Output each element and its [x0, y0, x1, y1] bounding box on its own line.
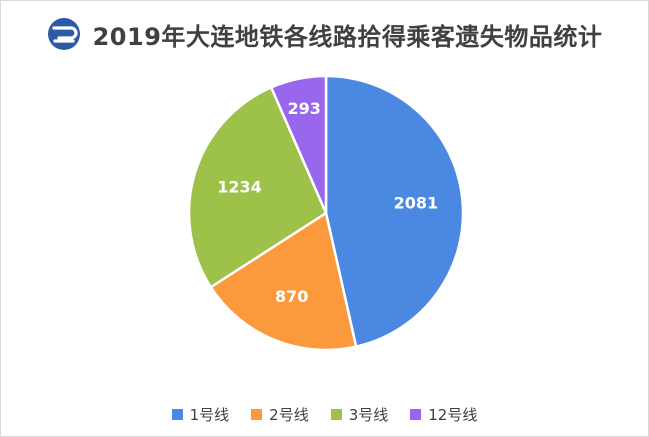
chart-header: 2019年大连地铁各线路拾得乘客遗失物品统计 — [0, 12, 649, 56]
pie-data-label-2: 870 — [275, 287, 308, 306]
pie-slice-4 — [270, 74, 328, 215]
legend-item-2: 2号线 — [251, 404, 309, 425]
legend-label: 12号线 — [428, 405, 478, 424]
pie-slice-1 — [324, 74, 465, 348]
dalian-metro-logo-icon — [47, 18, 80, 50]
pie-data-label-3: 1234 — [217, 177, 262, 196]
legend-item-4: 12号线 — [410, 404, 477, 425]
legend-swatch — [410, 408, 422, 420]
legend-swatch — [171, 408, 183, 420]
legend-swatch — [330, 408, 342, 420]
legend-item-1: 1号线 — [171, 404, 230, 425]
chart-title: 2019年大连地铁各线路拾得乘客遗失物品统计 — [92, 22, 603, 51]
legend-item-3: 3号线 — [330, 404, 389, 425]
legend-label: 3号线 — [348, 405, 389, 424]
legend-label: 1号线 — [189, 405, 230, 424]
legend-swatch — [251, 408, 263, 420]
pie-data-label-4: 293 — [287, 99, 320, 118]
legend-label: 2号线 — [269, 405, 309, 424]
chart-legend: 1号线 2号线 3号线 12号线 — [0, 400, 649, 428]
pie-data-label-1: 2081 — [394, 193, 439, 212]
pie-slice-2 — [209, 211, 358, 352]
